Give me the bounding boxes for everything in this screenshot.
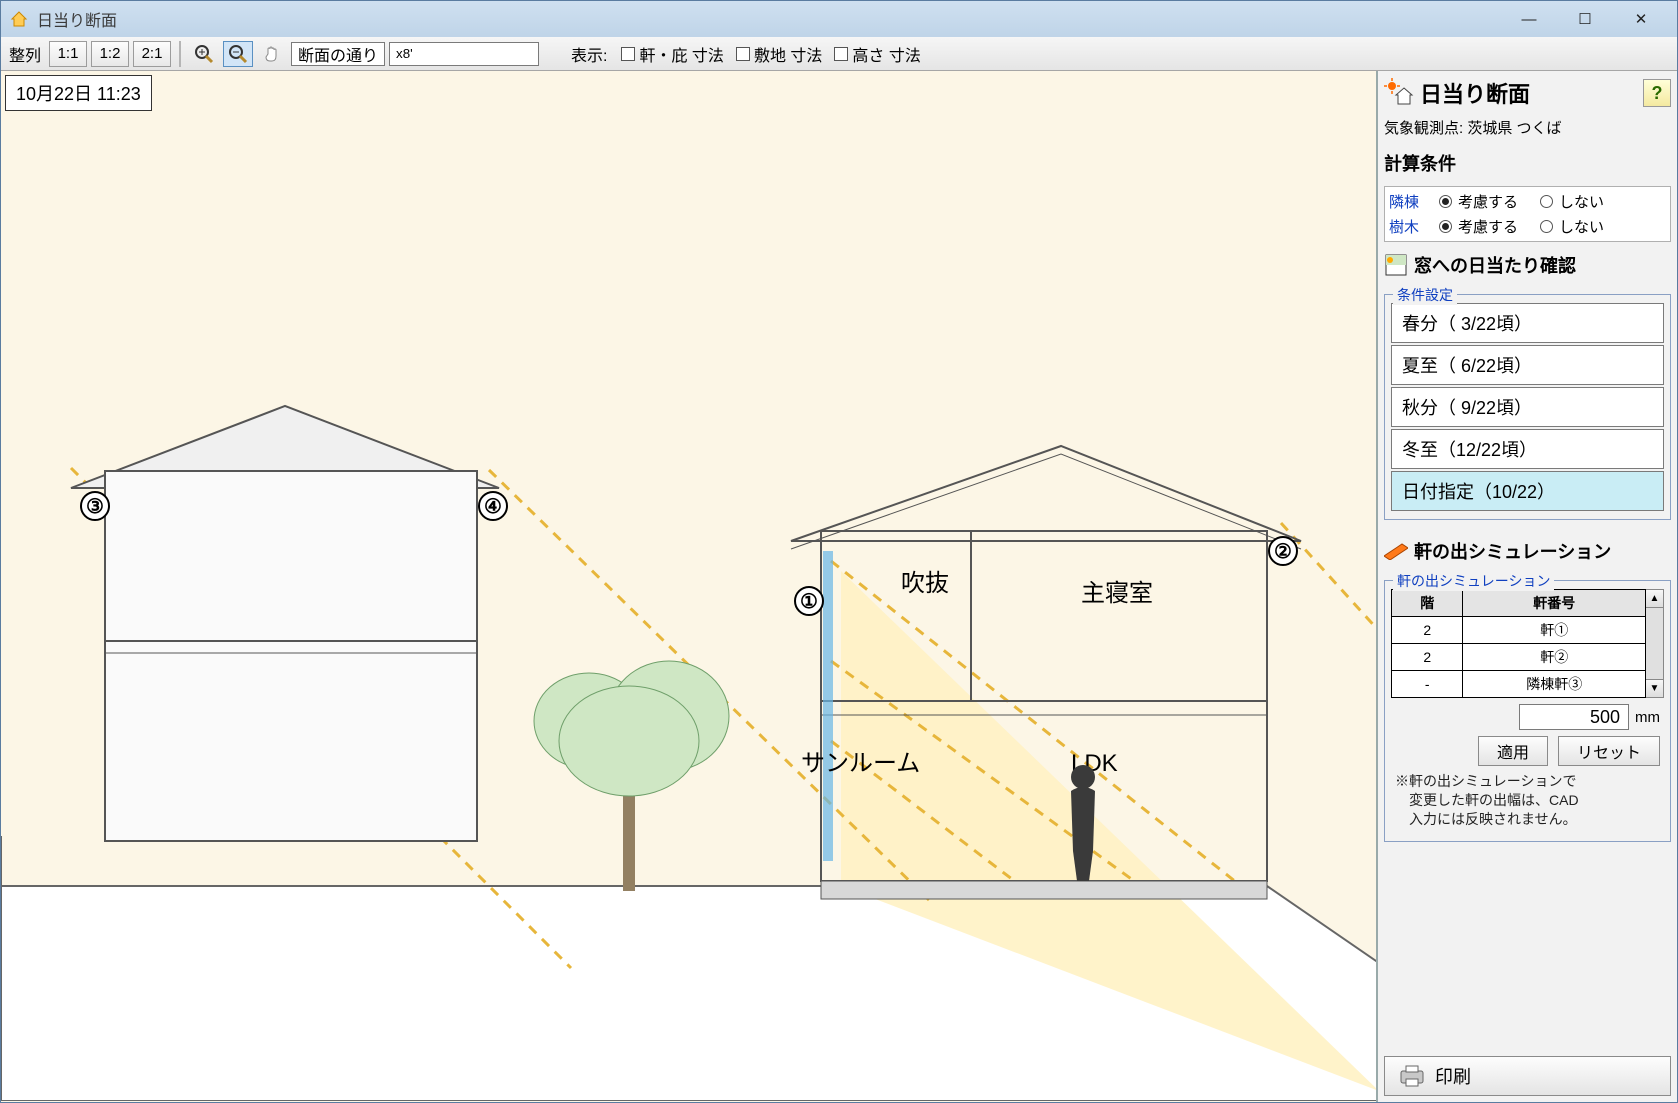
tree-label: 樹木	[1389, 216, 1433, 237]
eaves-scrollbar[interactable]: ▲ ▼	[1646, 589, 1664, 698]
mm-unit: mm	[1635, 709, 1660, 726]
table-row[interactable]: 2軒①	[1392, 617, 1646, 644]
scroll-up-icon[interactable]: ▲	[1646, 590, 1663, 608]
station-label: 気象観測点:	[1384, 120, 1463, 137]
neighbor-not-radio[interactable]	[1540, 195, 1553, 208]
window-check-icon	[1384, 253, 1408, 277]
side-panel: 日当り断面 ? 気象観測点: 茨城県 つくば 計算条件 隣棟 考慮する しない …	[1377, 71, 1677, 1102]
display-check-1[interactable]	[736, 47, 750, 61]
window-title: 日当り断面	[37, 7, 117, 31]
table-row[interactable]: -隣棟軒③	[1392, 671, 1646, 698]
svg-text:サンルーム: サンルーム	[801, 750, 920, 777]
eaves-width-input[interactable]	[1519, 704, 1629, 730]
neighbor-label: 隣棟	[1389, 191, 1433, 212]
tree-consider-radio[interactable]	[1439, 220, 1452, 233]
display-check-label-2: 高さ 寸法	[852, 42, 920, 66]
print-button[interactable]: 印刷	[1384, 1056, 1671, 1096]
section-axis-label: 断面の通り	[291, 42, 385, 66]
cond-legend: 条件設定	[1393, 285, 1457, 305]
zoom-in-icon[interactable]	[189, 41, 219, 67]
ratio-1-1[interactable]: 1:1	[49, 41, 87, 67]
ratio-1-2[interactable]: 1:2	[91, 41, 129, 67]
display-check-0[interactable]	[621, 47, 635, 61]
display-label: 表示:	[567, 42, 611, 66]
app-icon	[9, 9, 29, 29]
eaves-note: ※軒の出シミュレーションで 変更した軒の出幅は、CAD 入力には反映されません。	[1391, 766, 1664, 835]
align-label: 整列	[5, 42, 45, 66]
date-option-1[interactable]: 夏至（ 6/22頃）	[1391, 345, 1664, 385]
help-button[interactable]: ?	[1643, 79, 1671, 107]
neighbor-consider-radio[interactable]	[1439, 195, 1452, 208]
panel-title: 日当り断面	[1420, 77, 1637, 109]
display-check-2[interactable]	[834, 47, 848, 61]
ratio-2-1[interactable]: 2:1	[133, 41, 171, 67]
tree-not-radio[interactable]	[1540, 220, 1553, 233]
station-value: 茨城県 つくば	[1467, 120, 1561, 137]
svg-text:吹抜: 吹抜	[901, 570, 949, 597]
calc-conditions-title: 計算条件	[1384, 146, 1671, 180]
minimize-button[interactable]: —	[1501, 1, 1557, 37]
reset-button[interactable]: リセット	[1558, 736, 1660, 766]
eaves-col: 軒番号	[1463, 590, 1646, 617]
display-check-label-0: 軒・庇 寸法	[639, 42, 723, 66]
section-canvas[interactable]: 10月22日 11:23 吹抜主寝室サンルームLDK③④①②	[1, 71, 1377, 1102]
eaves-col: 階	[1392, 590, 1463, 617]
svg-text:④: ④	[484, 496, 502, 518]
window-check-title: 窓への日当たり確認	[1414, 252, 1576, 278]
svg-text:②: ②	[1274, 541, 1292, 563]
eaves-sim-icon	[1384, 542, 1408, 560]
svg-text:主寝室: 主寝室	[1081, 580, 1153, 607]
toolbar: 整列 1:1 1:2 2:1 断面の通り 表示: 軒・庇 寸法 敷地 寸法 高さ 寸…	[1, 37, 1677, 71]
display-check-label-1: 敷地 寸法	[754, 42, 822, 66]
eaves-sim-title: 軒の出シミュレーション	[1414, 538, 1611, 564]
date-option-3[interactable]: 冬至（12/22頃）	[1391, 429, 1664, 469]
sun-house-icon	[1384, 78, 1414, 108]
title-bar: 日当り断面 — ☐ ✕	[1, 1, 1677, 37]
date-option-2[interactable]: 秋分（ 9/22頃）	[1391, 387, 1664, 427]
svg-text:①: ①	[800, 591, 818, 613]
svg-text:③: ③	[86, 496, 104, 518]
pan-hand-icon[interactable]	[257, 41, 287, 67]
printer-icon	[1399, 1065, 1425, 1087]
close-button[interactable]: ✕	[1613, 1, 1669, 37]
section-axis-input[interactable]	[389, 42, 539, 66]
scroll-down-icon[interactable]: ▼	[1646, 679, 1663, 697]
table-row[interactable]: 2軒②	[1392, 644, 1646, 671]
zoom-out-icon[interactable]	[223, 41, 253, 67]
apply-button[interactable]: 適用	[1478, 736, 1548, 766]
eaves-legend: 軒の出シミュレーション	[1393, 571, 1554, 591]
date-option-4[interactable]: 日付指定（10/22）	[1391, 471, 1664, 511]
maximize-button[interactable]: ☐	[1557, 1, 1613, 37]
date-option-0[interactable]: 春分（ 3/22頃）	[1391, 303, 1664, 343]
